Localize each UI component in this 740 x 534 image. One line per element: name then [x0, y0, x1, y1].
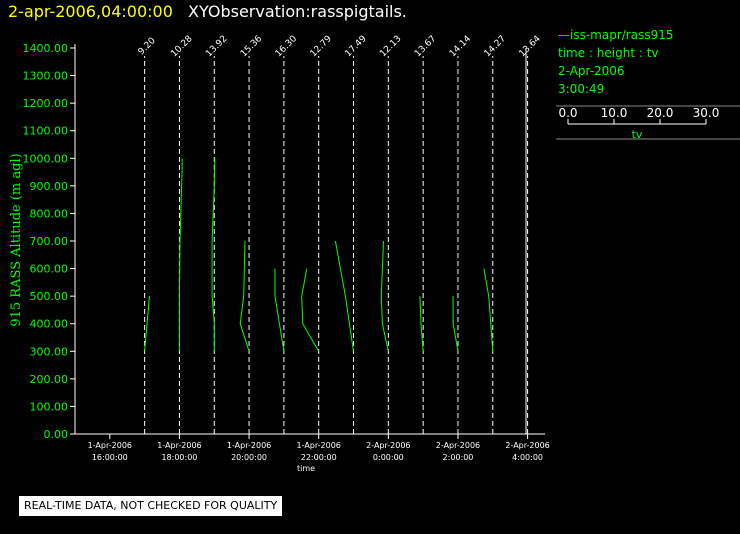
y-tick-label: 0.00: [44, 428, 69, 441]
legend-scale-label: tv: [632, 128, 643, 141]
y-tick-label: 1000.00: [23, 152, 69, 165]
legend-scale-tick-label: 10.0: [601, 106, 628, 120]
x-tick-date-label: 2-Apr-2006: [436, 441, 480, 450]
profile-label: 12.13: [378, 34, 403, 59]
x-tick-date-label: 1-Apr-2006: [88, 441, 132, 450]
y-tick-label: 400.00: [30, 318, 69, 331]
x-tick-date-label: 1-Apr-2006: [227, 441, 271, 450]
y-axis-title: 915 RASS Altitude (m agl): [9, 153, 24, 326]
y-tick-label: 300.00: [30, 345, 69, 358]
profile-label: 9.20: [137, 36, 158, 57]
quality-disclaimer: REAL-TIME DATA, NOT CHECKED FOR QUALITY: [19, 496, 283, 516]
legend-scale-tick-label: 30.0: [693, 106, 720, 120]
profile-trace: [452, 296, 459, 352]
x-tick-time-label: 22:00:00: [301, 453, 337, 462]
profile-label: 10.28: [169, 34, 194, 59]
y-tick-label: 700.00: [30, 235, 69, 248]
x-tick-date-label: 2-Apr-2006: [505, 441, 549, 450]
profile-trace: [419, 296, 424, 352]
legend-series-label: iss-mapr/rass915: [570, 28, 674, 42]
x-axis-title: time: [297, 464, 315, 473]
x-tick-date-label: 1-Apr-2006: [157, 441, 201, 450]
profile-trace: [483, 268, 494, 352]
profile-label: 13.64: [518, 34, 543, 59]
profile-trace: [380, 240, 389, 352]
legend-date: 2-Apr-2006: [558, 64, 625, 78]
legend-subtitle: time : height : tv: [558, 46, 659, 60]
y-tick-label: 600.00: [30, 263, 69, 276]
legend-panel: —iss-mapr/rass915 time : height : tv 2-A…: [556, 28, 740, 148]
y-tick-label: 800.00: [30, 207, 69, 220]
legend-series: —iss-mapr/rass915: [558, 28, 674, 42]
x-tick-time-label: 20:00:00: [231, 453, 267, 462]
profile-trace: [239, 240, 250, 352]
y-tick-label: 1300.00: [23, 70, 69, 83]
x-tick-date-label: 1-Apr-2006: [297, 441, 341, 450]
profile-label: 16.30: [274, 34, 299, 59]
profile-label: 13.67: [413, 34, 438, 59]
profile-trace: [334, 240, 354, 352]
title-bar: 2-apr-2006,04:00:00 XYObservation:rasspi…: [8, 1, 407, 23]
x-tick-date-label: 2-Apr-2006: [366, 441, 410, 450]
x-tick-time-label: 4:00:00: [512, 453, 543, 462]
profile-label: 14.14: [448, 34, 473, 59]
y-tick-label: 1100.00: [23, 125, 69, 138]
y-tick-label: 500.00: [30, 290, 69, 303]
profile-label: 14.27: [483, 34, 508, 59]
profile-label: 13.92: [204, 34, 229, 59]
x-tick-time-label: 16:00:00: [92, 453, 128, 462]
legend-scale-tick-label: 20.0: [647, 106, 674, 120]
profile-trace: [178, 158, 183, 352]
legend-time: 3:00:49: [558, 82, 605, 96]
profile-trace: [211, 158, 216, 352]
legend-scale: 0.0 10.0 20.0 30.0 tv: [556, 105, 740, 141]
x-tick-time-label: 18:00:00: [161, 453, 197, 462]
profile-label: 12.79: [309, 34, 334, 59]
observation-title: XYObservation:rasspigtails.: [188, 2, 407, 21]
x-tick-time-label: 0:00:00: [373, 453, 404, 462]
profile-trace: [144, 296, 150, 352]
profile-trace: [301, 268, 320, 352]
profile-label: 15.36: [239, 34, 264, 59]
legend-line-swatch: —: [558, 28, 570, 42]
x-tick-time-label: 2:00:00: [443, 453, 474, 462]
y-tick-label: 200.00: [30, 373, 69, 386]
y-tick-label: 1400.00: [23, 42, 69, 55]
y-tick-label: 900.00: [30, 180, 69, 193]
observation-time: 2-apr-2006,04:00:00: [8, 2, 173, 21]
profile-label: 17.49: [343, 34, 368, 59]
y-tick-label: 100.00: [30, 400, 69, 413]
y-tick-label: 1200.00: [23, 97, 69, 110]
legend-scale-tick-label: 0.0: [558, 106, 577, 120]
profile-trace: [274, 268, 285, 352]
